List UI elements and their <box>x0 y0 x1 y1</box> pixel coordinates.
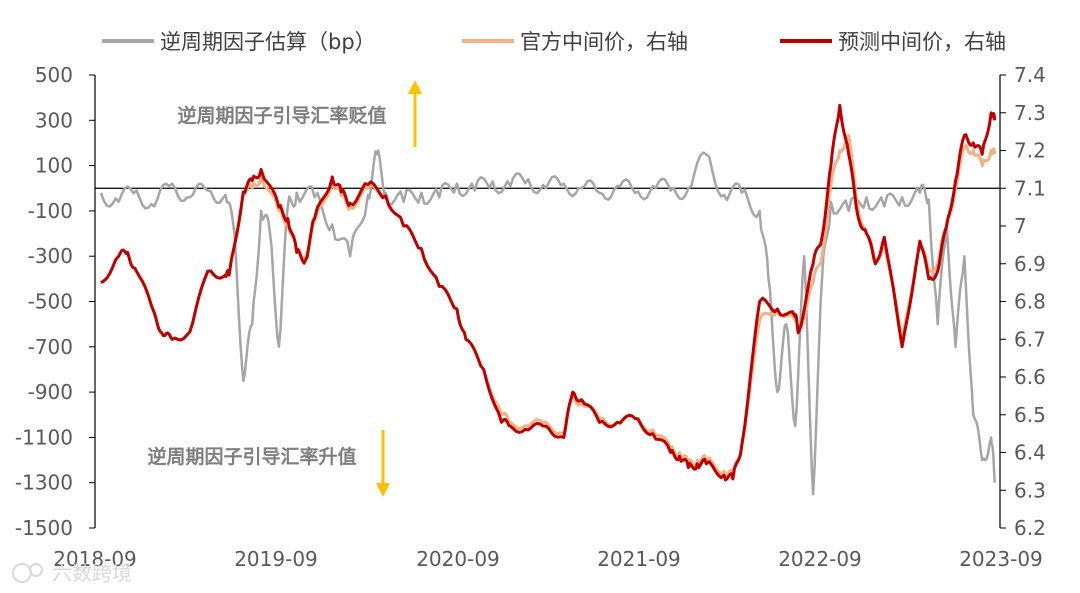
series-line-3 <box>100 103 997 482</box>
right-tick-label: 7.3 <box>1014 101 1046 125</box>
legend: 逆周期因子估算（bp） 官方中间价，右轴 预测中间价，右轴 <box>102 30 1006 54</box>
arrow-down-icon <box>376 430 390 497</box>
x-tick-label: 2019-09 <box>234 547 318 571</box>
annotation-appreciation: 逆周期因子引导汇率升值 <box>147 445 356 468</box>
left-tick-label: -300 <box>28 244 73 268</box>
axes: 500 300 100 -100 -300 -500 -700 -900 -1100 -1300 -… <box>15 63 1046 571</box>
left-tick-label: 500 <box>35 63 73 87</box>
x-tick-label: 2021-09 <box>597 547 681 571</box>
right-tick-label: 7.1 <box>1014 176 1046 200</box>
right-tick-label: 7.2 <box>1014 139 1046 163</box>
right-tick-label: 6.2 <box>1014 516 1046 540</box>
left-tick-label: -1300 <box>15 471 73 495</box>
legend-label: 官方中间价，右轴 <box>520 30 688 54</box>
left-tick-label: 100 <box>35 154 73 178</box>
right-tick-label: 7 <box>1014 214 1027 238</box>
right-tick-label: 6.5 <box>1014 403 1046 427</box>
right-tick-label: 6.9 <box>1014 252 1046 276</box>
right-tick-label: 6.7 <box>1014 327 1046 351</box>
legend-label: 逆周期因子估算（bp） <box>160 30 376 54</box>
annotations: 逆周期因子引导汇率贬值 逆周期因子引导汇率升值 <box>147 80 422 497</box>
x-tick-label: 2020-09 <box>416 547 500 571</box>
right-tick-label: 6.8 <box>1014 290 1046 314</box>
annotation-depreciation: 逆周期因子引导汇率贬值 <box>177 104 386 127</box>
left-tick-label: -100 <box>28 199 73 223</box>
right-tick-label: 7.4 <box>1014 63 1046 87</box>
watermark-logo-dot-icon <box>29 563 43 577</box>
right-tick-label: 6.3 <box>1014 478 1046 502</box>
right-tick-label: 6.6 <box>1014 365 1046 389</box>
left-tick-label: -700 <box>28 335 73 359</box>
left-tick-label: -1500 <box>15 516 73 540</box>
x-tick-label: 2023-09 <box>959 547 1043 571</box>
x-tick-label: 2018-09 <box>53 547 137 571</box>
watermark-text: 六数跨境 <box>52 561 132 585</box>
arrow-up-icon <box>408 80 422 147</box>
x-tick-label: 2022-09 <box>778 547 862 571</box>
left-tick-label: 300 <box>35 108 73 132</box>
series-line-1 <box>99 149 996 496</box>
left-tick-label: -500 <box>28 290 73 314</box>
left-tick-label: -1100 <box>15 425 73 449</box>
watermark: 六数跨境 <box>12 561 132 585</box>
watermark-logo-icon <box>12 563 32 583</box>
left-tick-label: -900 <box>28 380 73 404</box>
series-layer <box>99 103 997 496</box>
right-tick-label: 6.4 <box>1014 441 1046 465</box>
legend-label: 预测中间价，右轴 <box>838 30 1006 54</box>
